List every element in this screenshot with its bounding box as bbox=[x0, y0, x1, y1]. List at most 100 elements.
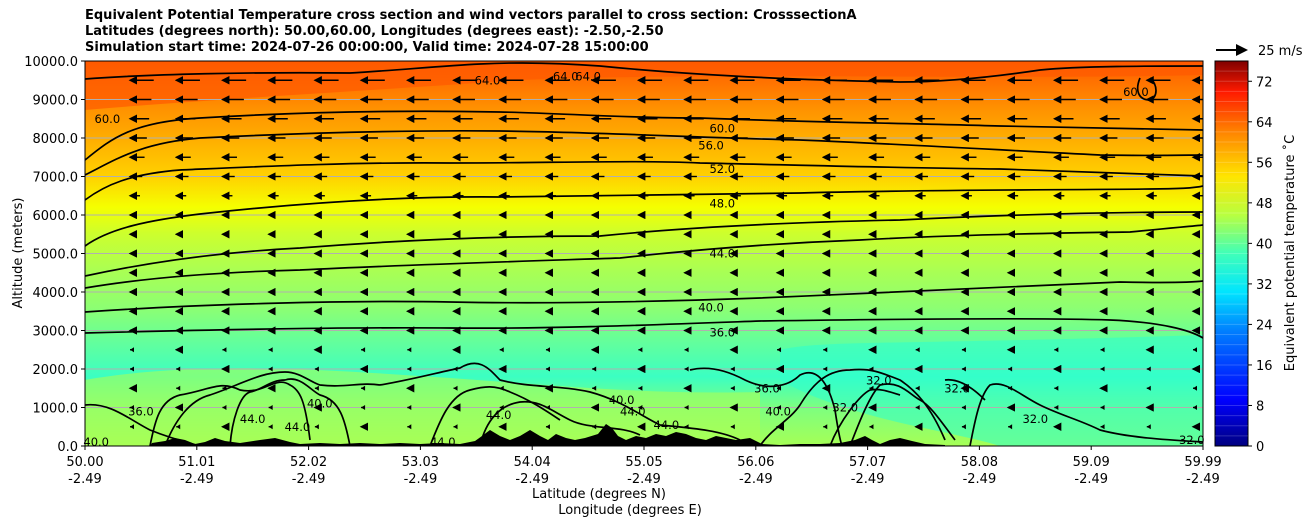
wind-vector-head bbox=[268, 405, 273, 410]
y-tick-label: 7000.0 bbox=[33, 171, 79, 186]
wind-vector-head bbox=[499, 347, 504, 353]
wind-vector-head bbox=[130, 347, 134, 353]
wind-vector-head bbox=[1193, 405, 1197, 410]
y-tick-label: 2000.0 bbox=[33, 363, 79, 378]
wind-vector-head bbox=[1146, 385, 1151, 391]
contour-44 bbox=[85, 224, 1203, 289]
wind-vector-head bbox=[684, 405, 689, 410]
contour-label: 40.0 bbox=[83, 435, 109, 449]
x-tick-lon: -2.49 bbox=[180, 472, 214, 487]
y-tick-label: 5000.0 bbox=[33, 248, 79, 263]
colorbar-tick-label: 24 bbox=[1256, 318, 1273, 333]
y-tick-label: 10000.0 bbox=[24, 55, 78, 70]
x-tick-lat: 53.03 bbox=[402, 455, 439, 470]
x-tick-lat: 50.00 bbox=[66, 455, 103, 470]
wind-vector-head bbox=[314, 366, 319, 372]
contour-label: 64.0 bbox=[553, 69, 579, 83]
terrain bbox=[150, 424, 945, 446]
x-tick-lon: -2.49 bbox=[627, 472, 661, 487]
wind-vector-head bbox=[961, 366, 966, 372]
colorbar-label: Equivalent potential temperature ˚C bbox=[1282, 135, 1298, 371]
contour-label: 64.0 bbox=[575, 69, 601, 83]
contour-60 bbox=[85, 110, 1203, 161]
wind-vector-head bbox=[823, 347, 828, 353]
wind-vector-head bbox=[176, 385, 181, 391]
x-tick-lon: -2.49 bbox=[292, 472, 326, 487]
x-tick-lat: 59.99 bbox=[1184, 455, 1221, 470]
colorbar-steps bbox=[1215, 70, 1248, 437]
colorbar-ticks: 0 8 16 24 32 40 48 56 64 72 bbox=[1248, 75, 1273, 455]
x-axis: 50.00 -2.49 51.01 -2.49 52.02 -2.49 53.03 -2.49… bbox=[66, 446, 1222, 487]
chart-title-line-2: Latitudes (degrees north): 50.00,60.00, … bbox=[85, 24, 664, 39]
wind-vector-head bbox=[130, 366, 134, 372]
y-tick-label: 8000.0 bbox=[33, 132, 79, 147]
wind-vector-head bbox=[1054, 347, 1059, 353]
colorbar-tick-label: 72 bbox=[1256, 75, 1273, 90]
wind-vector-head bbox=[407, 405, 412, 410]
wind-vector-head bbox=[915, 347, 920, 353]
y-tick-label: 3000.0 bbox=[33, 325, 79, 340]
wind-vector-head bbox=[361, 347, 366, 353]
wind-vector-head bbox=[961, 405, 966, 410]
colorbar-tick-label: 0 bbox=[1256, 440, 1264, 455]
contour-label: 60.0 bbox=[1123, 85, 1149, 99]
wind-vector-head bbox=[268, 366, 273, 372]
x-tick-lon: -2.49 bbox=[963, 472, 997, 487]
wind-vector-head bbox=[777, 405, 782, 410]
chart-title-line-1: Equivalent Potential Temperature cross s… bbox=[85, 8, 857, 23]
wind-vector-head bbox=[638, 405, 643, 410]
wind-vector-head bbox=[823, 424, 828, 430]
y-tick-label: 9000.0 bbox=[33, 94, 79, 109]
wind-vector-head bbox=[684, 347, 689, 353]
x-tick-lat: 57.07 bbox=[849, 455, 886, 470]
contour-label: 48.0 bbox=[709, 196, 735, 210]
y-axis: 0.0 1000.0 2000.0 3000.0 4000.0 5000.0 6000.0 7… bbox=[24, 55, 85, 455]
x-axis-label-longitude: Longitude (degrees E) bbox=[558, 503, 702, 518]
wind-vector-head bbox=[777, 347, 782, 353]
wind-vector-head bbox=[130, 424, 134, 430]
contour-label: 64.0 bbox=[475, 73, 501, 87]
x-tick-lon: -2.49 bbox=[739, 472, 773, 487]
wind-vector-head bbox=[730, 385, 735, 391]
contour-label: 52.0 bbox=[709, 162, 735, 176]
x-tick-lat: 55.05 bbox=[625, 455, 662, 470]
wind-vector-head bbox=[1054, 405, 1059, 410]
colorbar-tick-label: 32 bbox=[1256, 278, 1273, 293]
contour-label: 32.0 bbox=[944, 381, 970, 395]
wind-vector-head bbox=[869, 424, 874, 430]
x-tick-lon: -2.49 bbox=[404, 472, 438, 487]
wind-vector-head bbox=[1008, 366, 1013, 372]
y-tick-label: 1000.0 bbox=[33, 402, 79, 417]
wind-vector-head bbox=[361, 385, 366, 391]
contour-label: 44.0 bbox=[240, 412, 266, 426]
wind-vector-head bbox=[222, 405, 227, 410]
colorbar-tick-label: 8 bbox=[1256, 399, 1264, 414]
contour-label: 40.0 bbox=[698, 300, 724, 314]
wind-vector-head bbox=[407, 366, 412, 372]
contour-labels: 60.056.052.048.044.040.036.060.064.0 64.0… bbox=[83, 69, 1204, 449]
contour-40 bbox=[85, 280, 1203, 313]
wind-vector-head bbox=[1054, 385, 1059, 391]
wind-vector-head bbox=[823, 405, 828, 410]
contour-52 bbox=[85, 160, 1203, 201]
wind-vector-head bbox=[222, 347, 227, 353]
y-tick-label: 0.0 bbox=[57, 440, 78, 455]
wind-vector-head bbox=[730, 424, 735, 430]
contour-label: 44.0 bbox=[486, 408, 512, 422]
x-tick-lon: -2.49 bbox=[68, 472, 102, 487]
contour-64 bbox=[85, 62, 1203, 83]
contour-lines bbox=[85, 62, 1203, 446]
contour-label: 40.0 bbox=[765, 404, 791, 418]
wind-vector-head bbox=[545, 347, 550, 353]
wind-vector-head bbox=[407, 424, 412, 430]
wind-vector-head bbox=[1146, 366, 1151, 372]
wind-vector-head bbox=[915, 405, 920, 410]
contour-label: 32.0 bbox=[866, 374, 892, 388]
contour-48 bbox=[85, 185, 1203, 247]
x-tick-lat: 52.02 bbox=[290, 455, 327, 470]
y-tick-label: 6000.0 bbox=[33, 209, 79, 224]
contour-label: 44.0 bbox=[430, 435, 456, 449]
contour-label: 32.0 bbox=[1179, 433, 1205, 447]
wind-vector-head bbox=[453, 424, 458, 430]
wind-vector-head bbox=[1193, 385, 1197, 391]
